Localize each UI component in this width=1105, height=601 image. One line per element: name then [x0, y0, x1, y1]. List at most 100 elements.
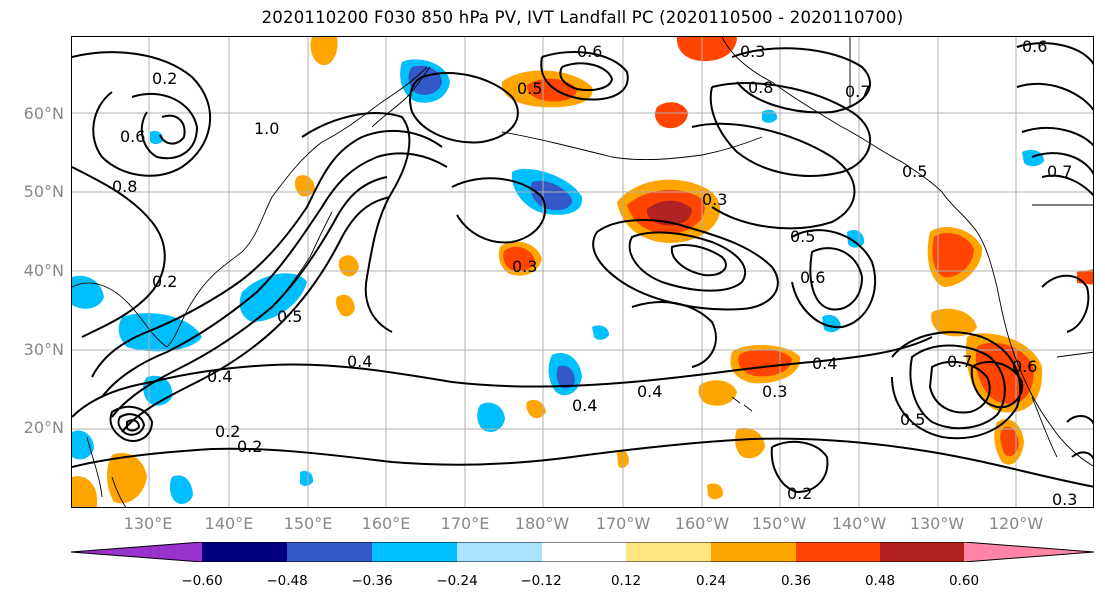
- shade-neg-10: [556, 365, 575, 389]
- lon-label-130w: 130°W: [909, 514, 965, 533]
- shade-neg-15: [822, 314, 841, 333]
- shade-pos-19: [72, 476, 97, 507]
- contour-c10: [117, 413, 146, 436]
- contour-c18: [592, 219, 779, 311]
- contour-label-31: 0.5: [902, 162, 927, 181]
- contour-c34: [1041, 274, 1090, 333]
- map-panel: 0.6 0.3 0.7 0.5 0.2 0.8 0.6 1.0 0.8 0.2 …: [71, 36, 1094, 508]
- shade-neg-19: [300, 471, 314, 486]
- colorbar-seg-over: [964, 542, 1094, 562]
- colorbar-seg-6: [626, 542, 711, 562]
- shade-pos-3: [646, 200, 692, 226]
- shade-pos-18: [106, 453, 147, 504]
- shade-neg-12: [72, 430, 94, 460]
- contour-c19: [628, 231, 747, 292]
- shade-neg-16: [847, 230, 865, 248]
- coast-hawaii: [731, 396, 753, 412]
- contour-c28: [1031, 152, 1093, 197]
- colorbar-tick-5: −0.12: [520, 573, 562, 589]
- contour-c15: [731, 47, 872, 114]
- contour-label-23: 0.2: [787, 484, 812, 503]
- colorbar-seg-4: [457, 542, 542, 562]
- contour-label-8: 1.0: [254, 119, 279, 138]
- contour-label-18: 0.7: [947, 352, 972, 371]
- shade-pos-9: [738, 349, 792, 377]
- contour-c27: [1016, 42, 1093, 147]
- contour-c25: [928, 360, 991, 414]
- contour-c35: [1066, 415, 1093, 460]
- lat-label-60n: 60°N: [23, 104, 64, 123]
- coast-aleutians: [501, 131, 763, 161]
- contour-label-group: 0.6 0.3 0.7 0.5 0.2 0.8 0.6 1.0 0.8 0.2 …: [112, 37, 1077, 508]
- contour-label-14: 0.4: [812, 354, 837, 373]
- shade-pos-7: [655, 102, 688, 129]
- colorbar-tick-7: 0.24: [695, 573, 727, 589]
- graticule: [72, 37, 1093, 507]
- lon-label-160e: 160°E: [361, 514, 411, 533]
- contour-label-24: 0.3: [1052, 490, 1077, 508]
- lon-label-140w: 140°W: [831, 514, 887, 533]
- colorbar-tick-9: 0.48: [864, 573, 896, 589]
- contour-c2: [131, 92, 199, 160]
- shade-neg-20: [762, 109, 778, 123]
- contour-c24: [909, 344, 1006, 430]
- contour-c5: [91, 130, 443, 378]
- contour-label-12: 0.5: [790, 227, 815, 246]
- shade-pos-29: [707, 483, 724, 500]
- lat-label-50n: 50°N: [23, 182, 64, 201]
- contour-c13: [540, 51, 629, 101]
- colorbar-seg-1: [202, 542, 287, 562]
- contour-c17: [691, 122, 856, 230]
- contour-c32: [451, 177, 547, 244]
- colorbar-tick-4: −0.24: [436, 573, 478, 589]
- lon-label-150w: 150°W: [751, 514, 807, 533]
- contour-label-15: 0.3: [762, 382, 787, 401]
- shade-neg-6: [118, 313, 202, 352]
- contour-label-2: 0.3: [740, 42, 765, 61]
- contour-c12: [409, 72, 519, 144]
- coast-baja: [1031, 396, 1058, 458]
- contour-label-26: 0.5: [277, 307, 302, 326]
- colorbar-tick-3: −0.36: [351, 573, 393, 589]
- coast-alaska: [721, 37, 943, 193]
- shade-pos-6: [676, 37, 737, 62]
- colorbar-tick-10: 0.60: [948, 573, 980, 589]
- shade-pos-21: [503, 246, 535, 272]
- shade-pos-28: [526, 399, 546, 419]
- shade-pos-26: [336, 294, 355, 317]
- colorbar-seg-8: [796, 542, 880, 562]
- shade-neg-4: [408, 65, 442, 95]
- contour-c29: [72, 336, 933, 418]
- lon-label-180w: 180°W: [514, 514, 570, 533]
- contour-label-17: 0.4: [572, 396, 597, 415]
- contour-label-21: 0.2: [215, 422, 240, 441]
- contour-c33: [631, 301, 717, 368]
- lon-label-120w: 120°W: [988, 514, 1044, 533]
- contour-c4: [72, 166, 166, 338]
- shade-pos-24: [310, 37, 338, 66]
- map-canvas: 0.6 0.3 0.7 0.5 0.2 0.8 0.6 1.0 0.8 0.2 …: [72, 37, 1093, 508]
- contour-c21: [791, 229, 877, 329]
- contour-c26: [970, 361, 1024, 409]
- colorbar-seg-7: [711, 542, 796, 562]
- lat-label-20n: 20°N: [23, 418, 64, 437]
- shade-pos-15: [931, 308, 977, 337]
- lon-label-170e: 170°E: [440, 514, 490, 533]
- contour-c11: [126, 419, 141, 432]
- contour-c1: [72, 51, 211, 177]
- contour-label-30: 0.7: [1047, 162, 1072, 181]
- contour-c36: [770, 440, 829, 494]
- contour-c22: [809, 247, 864, 311]
- contour-c6: [101, 152, 448, 398]
- contour-label-7: 0.6: [120, 127, 145, 146]
- contour-label-20: 0.6: [1012, 357, 1037, 376]
- contour-label-4: 0.5: [517, 79, 542, 98]
- shade-pos-23: [294, 175, 315, 197]
- contour-label-5: 0.2: [152, 69, 177, 88]
- contour-c30: [72, 437, 1093, 488]
- shade-neg-17: [592, 325, 609, 340]
- lat-label-40n: 40°N: [23, 261, 64, 280]
- contour-label-29: 0.6: [1022, 37, 1047, 56]
- shade-neg-13: [169, 475, 193, 504]
- contour-c9: [109, 405, 154, 442]
